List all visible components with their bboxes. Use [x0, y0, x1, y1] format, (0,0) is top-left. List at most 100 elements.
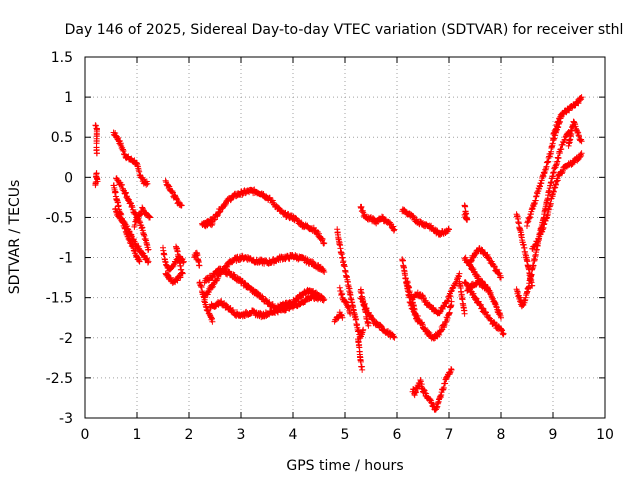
data-point	[427, 396, 434, 403]
data-point	[92, 122, 99, 129]
data-point	[391, 226, 398, 233]
data-point	[132, 210, 139, 217]
data-point	[557, 111, 564, 118]
data-point	[470, 290, 477, 297]
data-point	[224, 263, 231, 270]
data-point	[144, 257, 151, 264]
data-point	[126, 228, 133, 235]
data-point	[423, 390, 430, 397]
data-point	[177, 274, 184, 281]
data-point	[448, 366, 455, 373]
data-point	[437, 308, 444, 315]
x-tick-label: 8	[497, 427, 506, 443]
data-point	[136, 212, 143, 219]
plot-border	[84, 56, 606, 419]
data-point	[196, 262, 203, 269]
data-point	[487, 290, 494, 297]
data-point	[136, 258, 143, 265]
data-track	[199, 218, 216, 229]
data-point	[242, 280, 249, 287]
data-track	[461, 202, 471, 223]
data-point	[390, 223, 397, 230]
x-tick-label: 7	[445, 427, 454, 443]
data-point	[446, 226, 452, 233]
data-point	[485, 314, 492, 321]
data-point	[217, 271, 224, 278]
data-point	[144, 180, 151, 187]
data-track	[357, 286, 372, 329]
axis-ticks: 0 1 2 3 4 5 6 7 8 9 10 1.5 1 0.5 0 -0.5 -1 -1.5 -2 -2.5 -3	[46, 50, 614, 443]
data-point	[120, 148, 127, 155]
data-point	[321, 296, 328, 303]
data-point	[448, 366, 455, 373]
data-point	[347, 310, 354, 317]
data-point	[436, 331, 443, 338]
data-point	[422, 390, 429, 397]
grid-lines	[85, 57, 605, 418]
data-point	[498, 314, 504, 321]
data-point	[378, 213, 385, 220]
data-track	[191, 249, 203, 269]
data-track	[92, 122, 100, 157]
data-track	[173, 243, 185, 273]
data-point	[165, 182, 172, 189]
data-point	[391, 334, 398, 341]
x-tick-label: 6	[393, 427, 402, 443]
data-point	[444, 298, 451, 305]
data-point	[179, 270, 186, 277]
data-point	[320, 267, 327, 274]
data-point	[321, 240, 328, 247]
x-axis-label: GPS time / hours	[286, 458, 403, 474]
data-track	[355, 336, 366, 373]
data-point	[174, 277, 181, 284]
data-point	[425, 328, 432, 335]
data-point	[474, 272, 481, 279]
data-track	[456, 278, 468, 317]
data-point	[178, 266, 185, 273]
data-track	[162, 269, 186, 287]
data-point	[274, 204, 281, 211]
data-point	[359, 366, 366, 373]
data-point	[577, 94, 584, 101]
data-point	[145, 246, 152, 253]
data-point	[468, 257, 475, 264]
data-point	[456, 270, 463, 277]
data-point	[222, 201, 229, 208]
data-track	[399, 256, 455, 342]
data-track	[334, 226, 367, 342]
data-point	[417, 378, 424, 385]
x-tick-label: 3	[237, 427, 246, 443]
data-point	[180, 259, 187, 266]
y-tick-label: -1.5	[46, 291, 73, 307]
x-tick-label: 5	[341, 427, 350, 443]
data-point	[209, 274, 216, 281]
data-point	[338, 311, 345, 318]
data-point	[146, 213, 153, 220]
y-tick-label: -2.5	[46, 371, 73, 387]
data-point	[578, 138, 585, 145]
data-point	[164, 272, 171, 279]
data-point	[124, 223, 131, 230]
data-point	[117, 214, 124, 221]
data-point	[214, 212, 221, 219]
data-track	[466, 245, 504, 281]
data-point	[339, 314, 346, 321]
y-axis-label: SDTVAR / TECUs	[7, 180, 23, 295]
data-point	[421, 386, 428, 393]
data-point	[171, 192, 178, 199]
data-point	[208, 284, 215, 291]
data-point	[315, 295, 322, 302]
data-point	[205, 289, 212, 296]
data-point	[127, 232, 134, 239]
data-point	[447, 369, 454, 376]
y-tick-label: -3	[59, 411, 73, 427]
data-track	[565, 118, 585, 149]
x-tick-label: 2	[185, 427, 194, 443]
data-point	[174, 195, 181, 202]
data-point	[558, 170, 565, 177]
data-point	[462, 208, 469, 215]
data-point	[118, 181, 125, 188]
data-point	[575, 100, 582, 107]
data-point	[560, 139, 567, 146]
